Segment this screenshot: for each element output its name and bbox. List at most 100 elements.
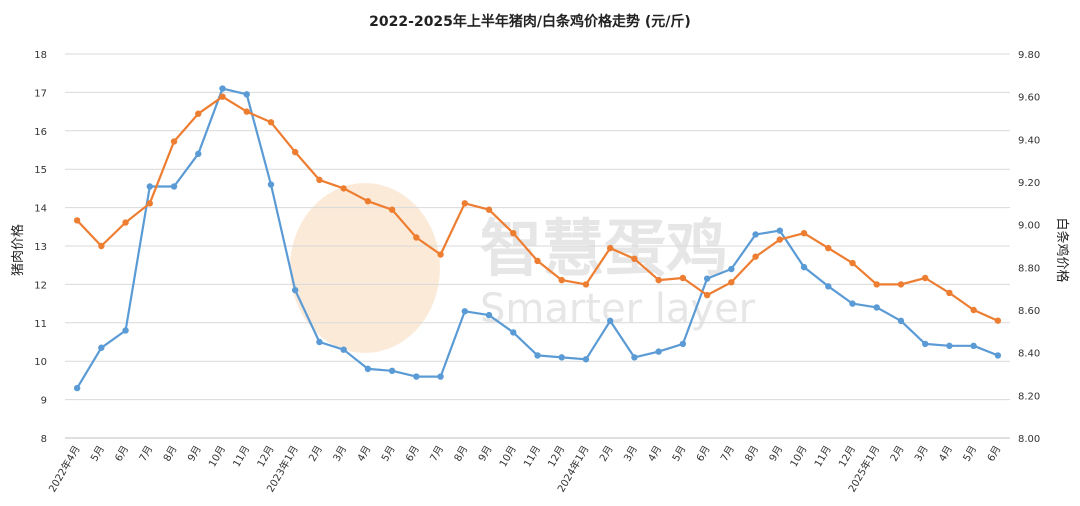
data-point: [703, 291, 711, 299]
right-axis-label: 白条鸡价格: [1054, 217, 1070, 282]
data-point: [388, 367, 396, 374]
data-point: [873, 304, 880, 311]
data-point: [243, 108, 250, 115]
data-point: [98, 242, 105, 250]
data-point: [170, 138, 178, 145]
left-tick-label: 16: [34, 127, 47, 138]
data-point: [921, 340, 929, 348]
data-point: [291, 286, 299, 294]
data-point: [73, 217, 81, 224]
data-point: [825, 283, 832, 290]
series-1: [73, 85, 1002, 392]
data-point: [510, 230, 517, 237]
right-tick-label: 9.60: [1018, 93, 1040, 104]
data-point: [800, 230, 808, 237]
left-tick-label: 17: [34, 88, 47, 99]
right-tick-label: 8.40: [1018, 349, 1040, 360]
watermark-text-cn: 智慧蛋鸡: [480, 212, 728, 285]
data-point: [485, 206, 493, 213]
right-tick-label: 9.80: [1018, 50, 1040, 61]
data-point: [582, 356, 590, 363]
data-point: [873, 281, 880, 288]
data-point: [98, 344, 105, 351]
data-point: [897, 317, 905, 325]
data-point: [558, 354, 565, 361]
data-point: [897, 281, 905, 288]
data-point: [146, 183, 154, 190]
series-layer: [73, 85, 1002, 392]
data-point: [122, 327, 129, 334]
watermark-text-en: Smarter layer: [480, 286, 756, 332]
data-point: [122, 219, 129, 226]
data-point: [316, 176, 323, 184]
data-point: [582, 281, 590, 288]
data-point: [655, 276, 662, 284]
left-tick-label: 18: [34, 50, 47, 61]
right-tick-label: 9.00: [1018, 221, 1040, 232]
data-point: [970, 342, 977, 350]
data-point: [195, 110, 202, 117]
data-point: [364, 365, 372, 373]
data-point: [219, 85, 226, 92]
left-tick-label: 11: [34, 319, 47, 330]
data-point: [800, 263, 808, 271]
right-tick-label: 8.60: [1018, 306, 1040, 317]
chart-title: 2022-2025年上半年猪肉/白条鸡价格走势 (元/斤): [369, 13, 691, 30]
right-tick-label: 8.80: [1018, 263, 1040, 274]
data-point: [534, 257, 541, 265]
data-point: [267, 181, 275, 188]
data-point: [631, 255, 638, 262]
watermark-logo-icon: [290, 183, 440, 353]
data-point: [679, 340, 687, 348]
series-2: [73, 93, 1002, 324]
data-point: [946, 342, 953, 350]
left-tick-label: 10: [34, 357, 47, 368]
left-axis-label: 猪肉价格: [10, 224, 26, 276]
data-point: [413, 234, 420, 241]
data-point: [170, 183, 178, 190]
data-point: [73, 384, 81, 392]
data-point: [195, 150, 202, 158]
data-point: [946, 289, 953, 297]
left-tick-label: 15: [34, 165, 47, 176]
data-point: [437, 251, 444, 258]
data-point: [485, 311, 493, 319]
left-axis-ticks: 8 9 10 11 12 13 14 15 16 17 18: [34, 50, 47, 445]
data-point: [776, 227, 784, 234]
data-point: [510, 329, 517, 336]
right-tick-label: 9.40: [1018, 135, 1040, 146]
data-point: [534, 352, 541, 359]
data-point: [413, 373, 420, 380]
data-point: [340, 346, 347, 353]
data-point: [994, 317, 1002, 324]
data-point: [219, 93, 226, 100]
data-point: [825, 244, 832, 252]
data-point: [243, 91, 250, 98]
left-tick-label: 14: [34, 204, 47, 215]
gridlines: [65, 53, 1010, 439]
data-point: [267, 119, 275, 126]
data-point: [752, 231, 759, 238]
data-point: [461, 200, 469, 207]
data-point: [849, 300, 856, 307]
data-point: [461, 308, 469, 315]
data-point: [291, 148, 299, 156]
left-tick-label: 9: [41, 396, 47, 407]
data-point: [994, 352, 1002, 359]
data-point: [728, 265, 735, 273]
data-point: [631, 354, 638, 361]
data-point: [752, 253, 759, 260]
data-point: [606, 317, 614, 325]
data-point: [703, 275, 711, 282]
data-point: [970, 306, 977, 314]
data-point: [437, 373, 444, 380]
left-tick-label: 8: [41, 434, 47, 445]
data-point: [921, 274, 929, 282]
data-point: [340, 185, 347, 192]
data-point: [776, 236, 784, 243]
data-point: [606, 244, 614, 252]
data-point: [146, 200, 154, 207]
data-point: [364, 198, 372, 205]
